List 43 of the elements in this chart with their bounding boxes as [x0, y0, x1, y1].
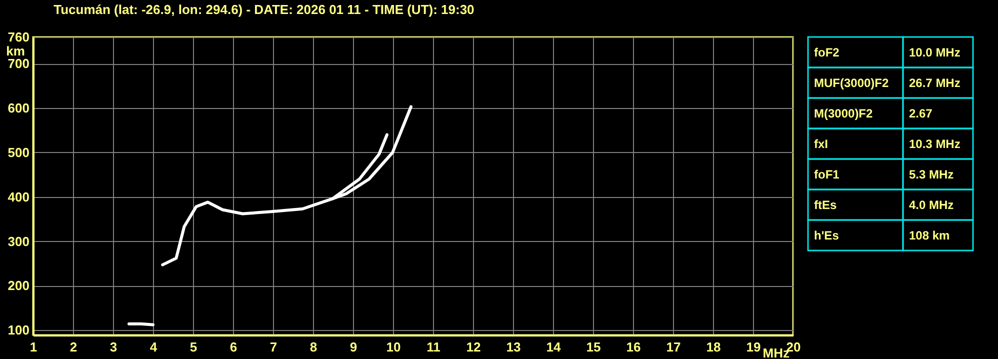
x-tick-label: 6 — [230, 340, 238, 354]
y-tick-label: 300 — [8, 234, 30, 249]
y-tick-label: 500 — [8, 144, 30, 160]
x-tick-label: 5 — [190, 340, 198, 354]
text: ftEs — [814, 198, 837, 212]
x-tick-label: 9 — [350, 340, 358, 354]
x-tick-label: 11 — [426, 340, 440, 354]
x-tick-label: 4 — [150, 340, 158, 354]
x-tick-label: 3 — [110, 340, 118, 354]
text: MUF(3000)F2 — [814, 76, 890, 90]
text: 5.3 MHz — [909, 167, 954, 182]
x-tick-label: 13 — [506, 340, 521, 354]
x-tick-label: 19 — [746, 340, 761, 354]
y-tick-label: 400 — [8, 189, 30, 204]
y-tick-label: 760 — [8, 30, 30, 44]
x-tick-label: 10 — [386, 340, 401, 354]
text: h'Es — [814, 228, 840, 242]
y-tick-label: 100 — [8, 322, 30, 338]
y-tick-label: 700 — [8, 56, 30, 72]
text: 10.0 MHz — [909, 45, 960, 60]
chart-title: Tucumán (lat: -26.9, lon: 294.6) - DATE: 2026 01 11 - TIME (UT): 19:30 — [54, 2, 474, 17]
x-tick-label: 7 — [270, 340, 278, 354]
x-tick-label: 18 — [706, 340, 721, 354]
x-tick-label: 12 — [466, 340, 481, 354]
x-tick-label: 14 — [546, 340, 562, 354]
y-tick-label: 200 — [8, 278, 30, 294]
x-tick-label: 16 — [626, 340, 641, 354]
y-tick-label: 600 — [8, 100, 30, 116]
y-axis-title: km — [6, 44, 25, 58]
x-tick-label: 1 — [30, 340, 38, 354]
text: fxI — [814, 136, 828, 151]
x-tick-label: 8 — [310, 340, 318, 354]
x-tick-label: 15 — [586, 340, 601, 354]
text: 2.67 — [909, 106, 933, 120]
x-tick-label: 17 — [666, 340, 681, 354]
text: 10.3 MHz — [909, 136, 960, 151]
text: foF1 — [814, 167, 840, 182]
text: M(3000)F2 — [814, 106, 874, 120]
text: 4.0 MHz — [909, 198, 954, 212]
text: 26.7 MHz — [909, 76, 960, 90]
x-tick-label: 2 — [70, 340, 78, 354]
text: foF2 — [814, 45, 840, 60]
text: 108 km — [909, 228, 950, 242]
